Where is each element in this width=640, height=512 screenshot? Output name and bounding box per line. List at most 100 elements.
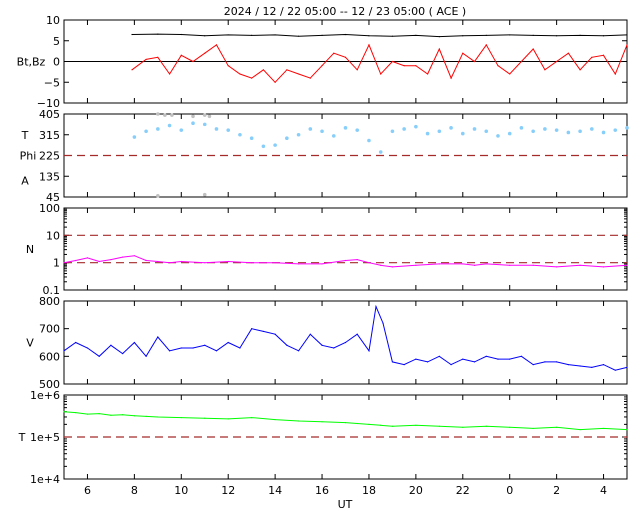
data-point xyxy=(485,44,487,46)
data-point xyxy=(566,130,571,135)
data-point xyxy=(145,259,147,262)
data-point xyxy=(415,65,417,67)
y-tick-label: 315 xyxy=(39,129,60,142)
data-point xyxy=(343,126,348,130)
data-point xyxy=(286,344,288,346)
data-point xyxy=(462,263,464,265)
data-point xyxy=(403,65,405,67)
data-point xyxy=(579,365,581,367)
y-tick-label: 225 xyxy=(39,150,60,163)
data-point xyxy=(425,131,430,136)
series-tp-points xyxy=(63,411,628,431)
data-point xyxy=(602,427,605,430)
data-point xyxy=(191,121,195,126)
data-point xyxy=(309,333,311,335)
data-point xyxy=(602,364,605,366)
data-point xyxy=(614,369,616,371)
data-point xyxy=(122,256,124,258)
data-point xyxy=(460,131,465,136)
panel-frame xyxy=(63,207,628,291)
data-point xyxy=(591,366,593,368)
data-point xyxy=(180,33,182,36)
data-point xyxy=(496,134,500,138)
y-axis-label: Bt,Bz xyxy=(17,56,46,69)
data-point xyxy=(251,262,253,264)
y-tick-label: 600 xyxy=(39,350,60,363)
data-point xyxy=(367,138,371,143)
data-point xyxy=(509,34,511,36)
data-point xyxy=(131,69,133,71)
data-point xyxy=(122,414,124,416)
data-point xyxy=(167,123,172,128)
data-point xyxy=(122,352,124,355)
data-point xyxy=(110,414,112,416)
data-point xyxy=(484,129,489,134)
panels: 1050−5−10Bt,Bz40531522513545PhiAT1001010… xyxy=(17,14,629,497)
series-bz-points xyxy=(131,44,628,83)
data-point xyxy=(438,263,440,265)
data-point xyxy=(602,266,605,268)
data-point xyxy=(532,364,534,366)
data-point xyxy=(509,426,511,428)
x-tick-label: 0 xyxy=(506,484,513,497)
data-point xyxy=(192,60,194,63)
data-point xyxy=(156,194,160,198)
data-point xyxy=(368,35,370,37)
series-bt-points xyxy=(131,33,628,38)
data-point xyxy=(63,350,65,352)
data-point xyxy=(519,126,524,130)
data-point xyxy=(321,421,323,423)
panel-density: 100 10 1 0.1 N xyxy=(26,202,628,297)
data-point xyxy=(473,264,476,266)
y-tick-label: 5 xyxy=(53,35,60,48)
data-point xyxy=(98,355,100,357)
y-tick-label: 100 xyxy=(39,202,60,215)
data-point xyxy=(509,264,511,266)
data-point xyxy=(227,260,229,263)
data-point xyxy=(333,52,335,54)
data-point xyxy=(215,350,218,352)
data-point xyxy=(614,73,616,75)
data-point xyxy=(344,341,347,344)
data-point xyxy=(532,34,534,36)
data-point xyxy=(180,347,182,349)
x-tick-label: 12 xyxy=(221,484,235,497)
data-point xyxy=(214,127,219,131)
y-axis-label: V xyxy=(26,337,34,350)
data-point xyxy=(192,347,194,349)
data-point xyxy=(602,35,605,37)
data-point xyxy=(75,341,77,344)
y-axis-label: N xyxy=(26,243,34,256)
y-tick-label: −10 xyxy=(37,97,60,110)
series-bz-line xyxy=(131,43,628,84)
data-point xyxy=(202,192,207,197)
data-point xyxy=(449,126,453,130)
x-tick-label: 8 xyxy=(131,484,138,497)
data-point xyxy=(368,262,370,264)
data-point xyxy=(532,264,534,266)
data-point xyxy=(131,33,133,36)
data-point xyxy=(520,355,523,357)
data-point xyxy=(601,130,606,135)
data-point xyxy=(543,127,547,131)
data-point xyxy=(168,350,171,352)
data-point xyxy=(462,426,464,428)
data-point xyxy=(507,131,512,136)
data-point xyxy=(170,113,174,117)
data-point xyxy=(251,416,253,419)
data-point xyxy=(202,122,207,127)
panel-speed: 800 700 600 500 V xyxy=(26,295,628,391)
data-point xyxy=(251,77,253,79)
data-point xyxy=(204,52,206,54)
data-point xyxy=(556,266,558,268)
data-point xyxy=(239,73,241,75)
data-point xyxy=(391,266,394,268)
data-point xyxy=(438,425,440,427)
data-point xyxy=(215,44,218,46)
data-point xyxy=(75,259,77,262)
data-point xyxy=(375,305,377,308)
data-point xyxy=(309,77,311,79)
data-point xyxy=(462,35,464,37)
data-point xyxy=(556,361,558,363)
data-point xyxy=(473,60,476,63)
